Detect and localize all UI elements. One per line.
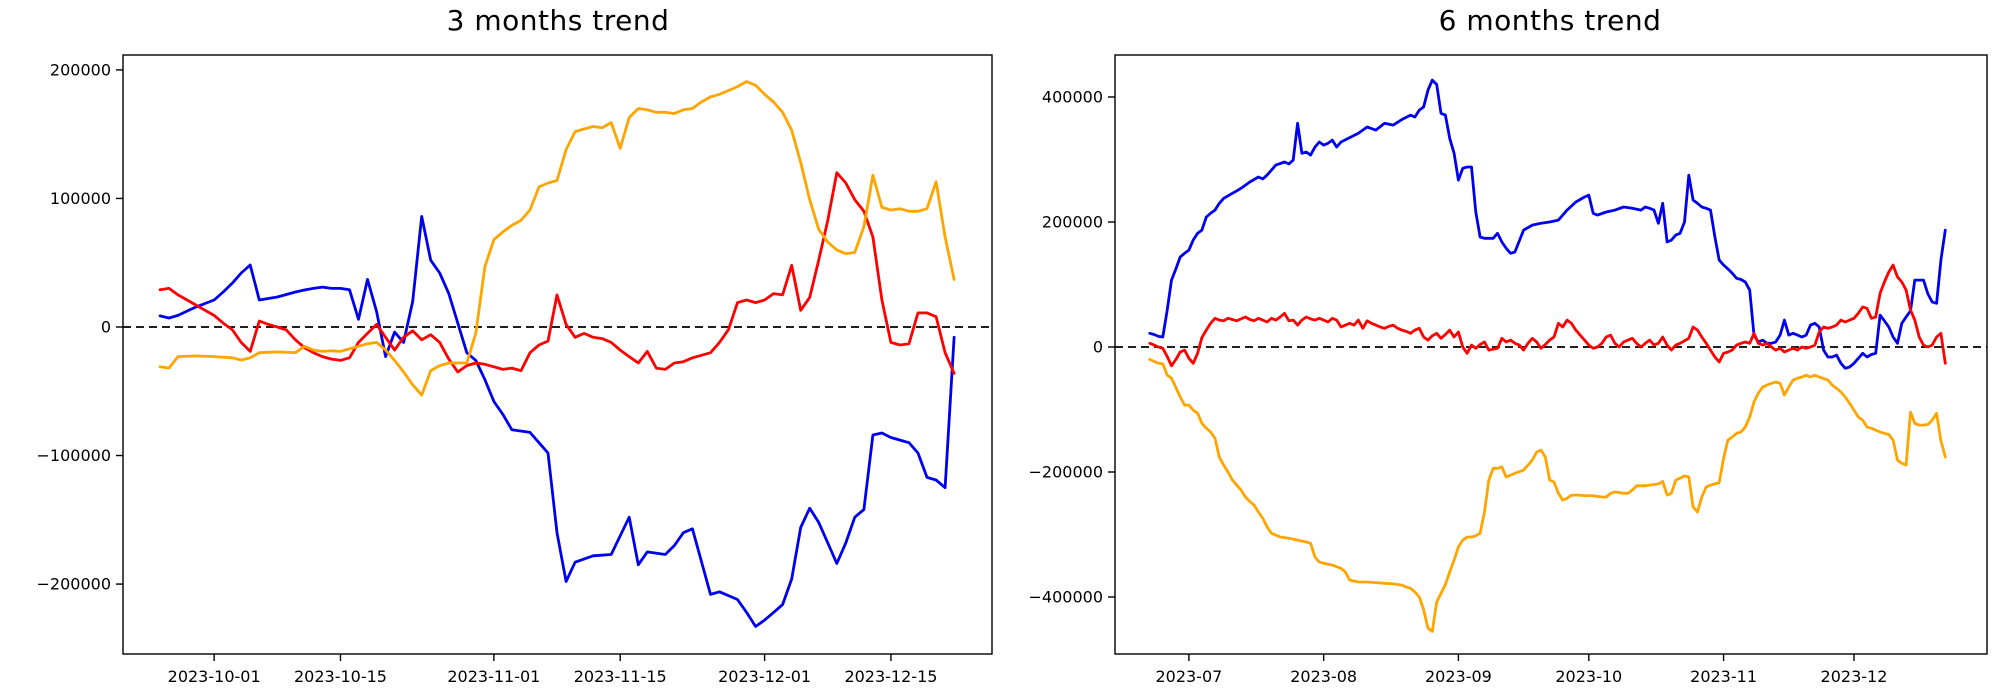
series-red-line — [158, 171, 956, 375]
series-blue-line — [1148, 78, 1947, 370]
y-tick-label: 200000 — [1042, 213, 1103, 232]
y-tick-label: 400000 — [1042, 88, 1103, 107]
y-tick-label: −400000 — [1029, 588, 1103, 607]
x-tick-label: 2023-08 — [1290, 667, 1357, 686]
x-tick-label: 2023-10-15 — [294, 667, 387, 686]
plot-6-months-trend: 400000 200000 0 −200000 −400000 2023-07 2023-0… — [1029, 54, 1988, 686]
y-tick-label: 200000 — [50, 60, 111, 79]
chart-title-3-months: 3 months trend — [446, 4, 670, 37]
x-tick-label: 2023-12-15 — [844, 667, 937, 686]
x-tick-label: 2023-11 — [1690, 667, 1757, 686]
x-tick-label: 2023-12-01 — [718, 667, 811, 686]
y-tick-label: −100000 — [37, 446, 111, 465]
series-orange-line — [1148, 358, 1947, 633]
series-red-line — [1148, 263, 1947, 368]
x-tick-label: 2023-12 — [1821, 667, 1888, 686]
y-tick-label: −200000 — [1029, 463, 1103, 482]
axes-frame — [122, 54, 993, 655]
y-tick-label: 100000 — [50, 189, 111, 208]
x-tick-label: 2023-10-01 — [168, 667, 261, 686]
y-tick-label: 0 — [1093, 338, 1103, 357]
axes-frame — [1114, 54, 1988, 655]
series-orange-line — [158, 80, 956, 397]
x-tick-label: 2023-10 — [1555, 667, 1622, 686]
x-tick-label: 2023-09 — [1425, 667, 1492, 686]
x-tick-label: 2023-07 — [1155, 667, 1222, 686]
plot-3-months-trend: 200000 100000 0 −100000 −200000 2023-10-01 202… — [37, 54, 993, 686]
y-tick-label: −200000 — [37, 575, 111, 594]
chart-title-6-months: 6 months trend — [1438, 4, 1662, 37]
series-blue-line — [158, 214, 956, 628]
y-tick-label: 0 — [101, 317, 111, 336]
x-tick-label: 2023-11-15 — [574, 667, 667, 686]
x-tick-label: 2023-11-01 — [447, 667, 540, 686]
